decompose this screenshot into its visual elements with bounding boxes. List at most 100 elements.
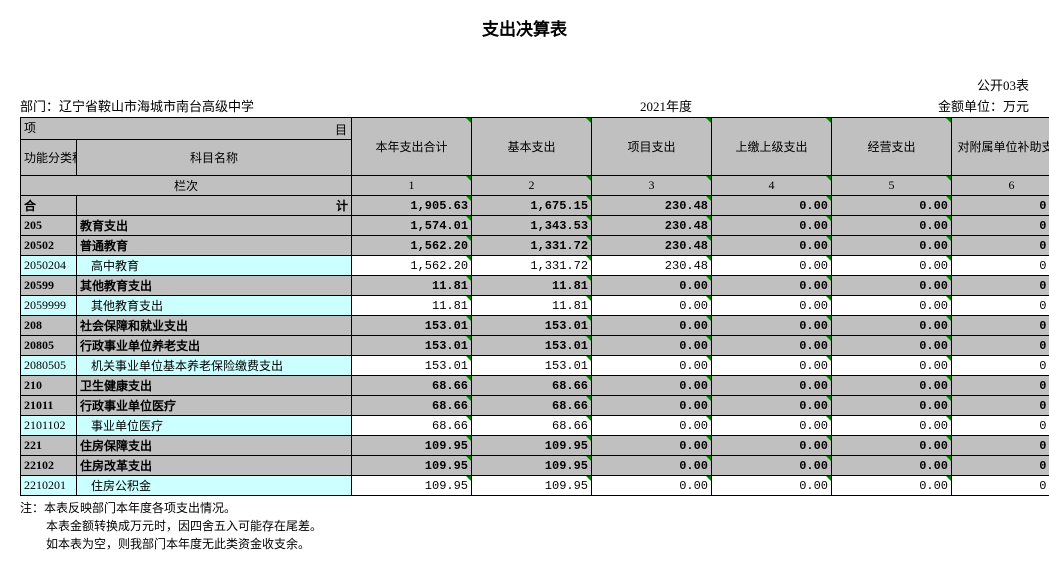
cell-value: 109.95 bbox=[472, 436, 592, 456]
cell-code: 22102 bbox=[21, 456, 77, 476]
cell-value: 0.00 bbox=[952, 376, 1049, 396]
cell-value: 0.00 bbox=[712, 476, 832, 496]
cell-name: 住房改革支出 bbox=[77, 456, 352, 476]
cell-value: 109.95 bbox=[352, 436, 472, 456]
cell-value: 230.48 bbox=[592, 196, 712, 216]
cell-value: 0.00 bbox=[712, 396, 832, 416]
cell-code: 210 bbox=[21, 376, 77, 396]
cell-value: 11.81 bbox=[472, 276, 592, 296]
cell-code: 2050204 bbox=[21, 256, 77, 276]
cell-value: 1,905.63 bbox=[352, 196, 472, 216]
cell-value: 153.01 bbox=[352, 356, 472, 376]
note-line: 本表金额转换成万元时，因四舍五入可能存在尾差。 bbox=[20, 517, 1029, 535]
cell-value: 109.95 bbox=[352, 476, 472, 496]
cell-code: 21011 bbox=[21, 396, 77, 416]
header-lanci: 栏次 bbox=[21, 176, 352, 196]
cell-code: 221 bbox=[21, 436, 77, 456]
cell-value: 0.00 bbox=[592, 316, 712, 336]
cell-value: 0.00 bbox=[952, 436, 1049, 456]
cell-value: 0.00 bbox=[712, 236, 832, 256]
cell-value: 0.00 bbox=[712, 316, 832, 336]
cell-value: 0.00 bbox=[832, 236, 952, 256]
cell-value: 0.00 bbox=[712, 216, 832, 236]
cell-value: 0.00 bbox=[712, 296, 832, 316]
table-row: 2210201住房公积金109.95109.950.000.000.000.00 bbox=[21, 476, 1049, 496]
cell-value: 0.00 bbox=[712, 256, 832, 276]
cell-code: 2101102 bbox=[21, 416, 77, 436]
cell-name: 卫生健康支出 bbox=[77, 376, 352, 396]
cell-value: 68.66 bbox=[472, 416, 592, 436]
cell-value: 0.00 bbox=[712, 456, 832, 476]
header-subsidy: 对附属单位补助支出 bbox=[952, 118, 1049, 176]
notes: 注：本表反映部门本年度各项支出情况。 本表金额转换成万元时，因四舍五入可能存在尾… bbox=[20, 499, 1029, 553]
colnum-6: 6 bbox=[952, 176, 1049, 196]
cell-value: 0.00 bbox=[712, 356, 832, 376]
dept-name: 辽宁省鞍山市海城市南台高级中学 bbox=[59, 99, 254, 114]
table-row: 2050204高中教育1,562.201,331.72230.480.000.0… bbox=[21, 256, 1049, 276]
cell-value: 0.00 bbox=[952, 336, 1049, 356]
table-row: 20502普通教育1,562.201,331.72230.480.000.000… bbox=[21, 236, 1049, 256]
cell-value: 68.66 bbox=[352, 376, 472, 396]
cell-value: 0.00 bbox=[952, 316, 1049, 336]
cell-value: 0.00 bbox=[592, 276, 712, 296]
cell-value: 0.00 bbox=[832, 356, 952, 376]
cell-name: 教育支出 bbox=[77, 216, 352, 236]
cell-name: 行政事业单位养老支出 bbox=[77, 336, 352, 356]
cell-value: 1,574.01 bbox=[352, 216, 472, 236]
table-row: 20599其他教育支出11.8111.810.000.000.000.00 bbox=[21, 276, 1049, 296]
cell-value: 0.00 bbox=[832, 396, 952, 416]
cell-value: 109.95 bbox=[352, 456, 472, 476]
cell-value: 0.00 bbox=[952, 196, 1049, 216]
cell-value: 11.81 bbox=[352, 296, 472, 316]
cell-value: 153.01 bbox=[352, 316, 472, 336]
cell-code: 2210201 bbox=[21, 476, 77, 496]
colnum-5: 5 bbox=[832, 176, 952, 196]
table-row: 合计1,905.631,675.15230.480.000.000.00 bbox=[21, 196, 1049, 216]
header-xiangmu: 项目 bbox=[21, 118, 352, 140]
cell-name: 其他教育支出 bbox=[77, 276, 352, 296]
cell-value: 1,562.20 bbox=[352, 236, 472, 256]
cell-value: 0.00 bbox=[592, 376, 712, 396]
cell-value: 0.00 bbox=[952, 456, 1049, 476]
cell-value: 0.00 bbox=[592, 456, 712, 476]
unit-label: 金额单位：万元 bbox=[938, 96, 1029, 115]
form-id: 公开03表 bbox=[20, 75, 1029, 94]
cell-value: 0.00 bbox=[592, 476, 712, 496]
colnum-2: 2 bbox=[472, 176, 592, 196]
note-line: 注：本表反映部门本年度各项支出情况。 bbox=[20, 499, 1029, 517]
cell-code: 208 bbox=[21, 316, 77, 336]
cell-name: 机关事业单位基本养老保险缴费支出 bbox=[77, 356, 352, 376]
cell-value: 0.00 bbox=[712, 196, 832, 216]
colnum-4: 4 bbox=[712, 176, 832, 196]
cell-name: 高中教育 bbox=[77, 256, 352, 276]
table-row: 2059999其他教育支出11.8111.810.000.000.000.00 bbox=[21, 296, 1049, 316]
cell-value: 0.00 bbox=[952, 256, 1049, 276]
cell-value: 0.00 bbox=[832, 316, 952, 336]
cell-value: 0.00 bbox=[952, 236, 1049, 256]
cell-value: 230.48 bbox=[592, 216, 712, 236]
cell-value: 1,331.72 bbox=[472, 236, 592, 256]
header-project: 项目支出 bbox=[592, 118, 712, 176]
cell-value: 0.00 bbox=[832, 256, 952, 276]
expenditure-table: 项目 本年支出合计 基本支出 项目支出 上缴上级支出 经营支出 对附属单位补助支… bbox=[20, 117, 1049, 496]
cell-value: 0.00 bbox=[592, 356, 712, 376]
cell-value: 153.01 bbox=[472, 316, 592, 336]
cell-value: 0.00 bbox=[592, 336, 712, 356]
colnum-3: 3 bbox=[592, 176, 712, 196]
cell-code: 2059999 bbox=[21, 296, 77, 316]
cell-name: 行政事业单位医疗 bbox=[77, 396, 352, 416]
cell-value: 1,343.53 bbox=[472, 216, 592, 236]
cell-name: 计 bbox=[77, 196, 352, 216]
cell-value: 153.01 bbox=[472, 336, 592, 356]
cell-value: 1,562.20 bbox=[352, 256, 472, 276]
table-row: 2080505机关事业单位基本养老保险缴费支出153.01153.010.000… bbox=[21, 356, 1049, 376]
cell-name: 住房公积金 bbox=[77, 476, 352, 496]
cell-value: 0.00 bbox=[952, 276, 1049, 296]
cell-value: 0.00 bbox=[832, 336, 952, 356]
header-basic: 基本支出 bbox=[472, 118, 592, 176]
cell-value: 11.81 bbox=[352, 276, 472, 296]
cell-name: 事业单位医疗 bbox=[77, 416, 352, 436]
table-row: 2101102事业单位医疗68.6668.660.000.000.000.00 bbox=[21, 416, 1049, 436]
cell-value: 68.66 bbox=[352, 396, 472, 416]
header-code: 功能分类科目编码 bbox=[21, 140, 77, 176]
